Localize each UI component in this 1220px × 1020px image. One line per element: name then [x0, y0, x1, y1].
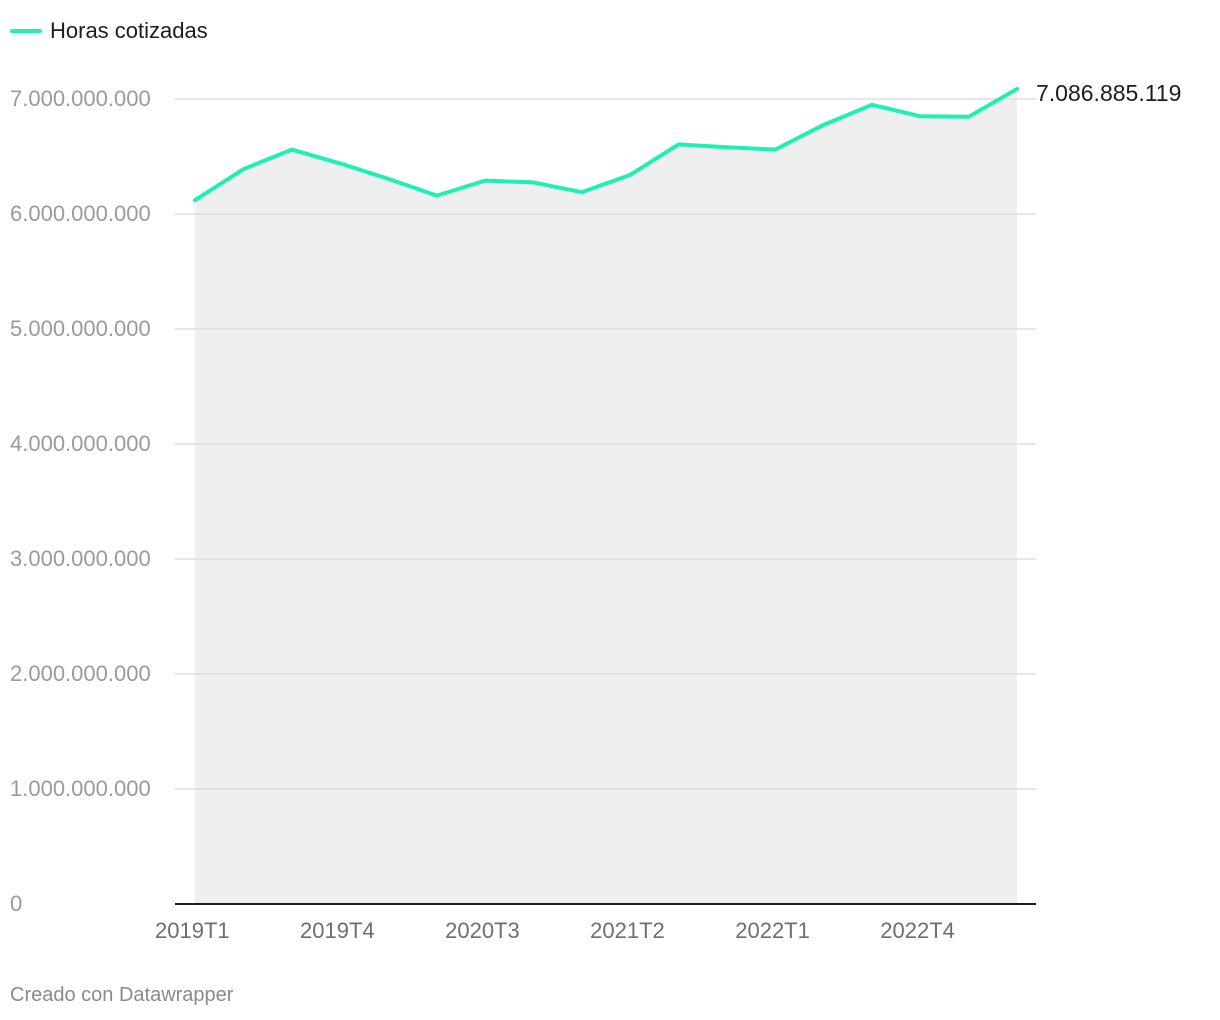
x-tick-label: 2020T3: [445, 918, 520, 943]
x-tick-label: 2022T1: [735, 918, 810, 943]
legend-line-swatch: [10, 29, 42, 33]
x-tick-label: 2019T1: [155, 918, 230, 943]
x-tick-label: 2022T4: [880, 918, 955, 943]
series-line-horas-cotizadas: [193, 87, 1019, 203]
x-tick-label: 2019T4: [300, 918, 375, 943]
area-fill: [195, 89, 1017, 904]
y-tick-label: 6.000.000.000: [10, 201, 151, 226]
y-tick-label: 3.000.000.000: [10, 546, 151, 571]
y-tick-label: 7.000.000.000: [10, 86, 151, 111]
y-tick-label: 4.000.000.000: [10, 431, 151, 456]
end-value-label: 7.086.885.119: [1036, 80, 1181, 106]
footer-credit: Creado con Datawrapper: [10, 984, 234, 1006]
x-tick-label: 2021T2: [590, 918, 665, 943]
legend-label: Horas cotizadas: [50, 18, 208, 43]
y-tick-label: 1.000.000.000: [10, 776, 151, 801]
chart-legend: Horas cotizadas: [10, 18, 208, 44]
y-tick-label: 2.000.000.000: [10, 661, 151, 686]
y-tick-label: 5.000.000.000: [10, 316, 151, 341]
y-tick-label: 0: [10, 891, 22, 916]
